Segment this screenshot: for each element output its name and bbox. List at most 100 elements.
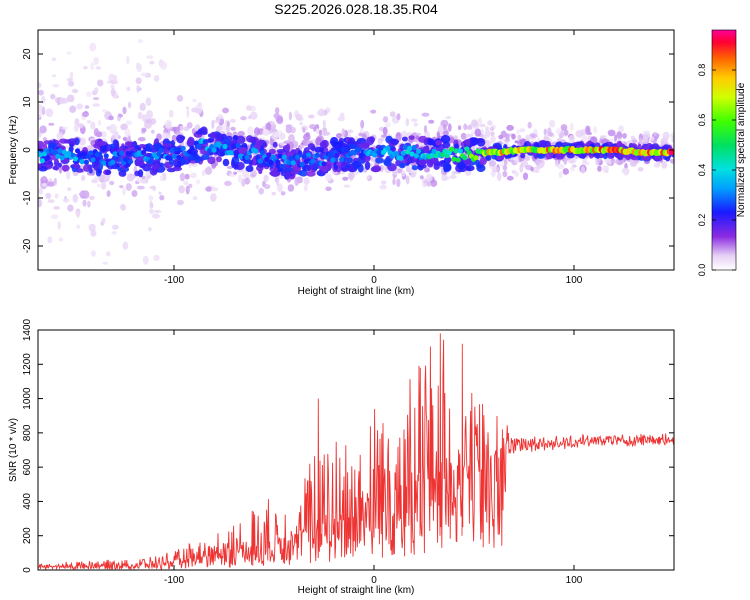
spectrogram-cell (118, 170, 127, 177)
spectrogram-cell (68, 80, 75, 87)
spectrogram-cell (56, 132, 64, 140)
spectrogram-cell (308, 114, 315, 119)
y-tick-label: 1400 (22, 318, 33, 341)
spectrogram-cell (419, 175, 424, 180)
spectrogram-cell (279, 132, 286, 140)
spectrogram-cell (330, 157, 336, 163)
spectrogram-cell (402, 144, 408, 150)
spectrogram-cell (78, 192, 87, 197)
spectrogram-cell (257, 158, 263, 164)
y-tick-label: 1000 (22, 387, 33, 410)
spectrogram-cell (630, 135, 635, 140)
spectrogram-cell (575, 130, 584, 138)
spectrogram-cell (356, 146, 362, 153)
spectrogram-cell (146, 55, 154, 59)
spectrogram-cell (58, 165, 63, 174)
spectrogram-cell (38, 163, 42, 169)
spectrogram-cell (319, 141, 327, 149)
spectrogram-cell (94, 176, 99, 182)
spectrogram-cell (671, 135, 674, 143)
spectrogram-cell (43, 140, 51, 145)
spectrogram-cell (347, 171, 355, 180)
spectrogram-cell (442, 148, 448, 154)
spectrogram-cell (222, 143, 228, 150)
spectrogram-cell (562, 168, 569, 175)
spectrogram-cell (127, 159, 133, 165)
spectrogram-cell (90, 229, 97, 237)
spectrogram-cell (211, 147, 217, 153)
spectrogram-cell (462, 155, 468, 161)
spectrogram-cell (185, 185, 190, 195)
spectrogram-cell (343, 147, 349, 153)
spectrogram-cell (585, 127, 591, 135)
spectrogram-cell (41, 95, 46, 104)
spectrogram-cell (93, 87, 99, 93)
spectrogram-cell (438, 160, 446, 167)
spectrogram-cell (67, 204, 74, 212)
x-tick-label: 100 (566, 275, 583, 286)
spectrogram-cell (570, 166, 575, 172)
spectrogram-cell (473, 155, 479, 161)
spectrogram-cell (184, 173, 190, 180)
spectrogram-cell (151, 213, 160, 219)
spectrogram-cell (153, 75, 160, 82)
spectrogram-cell (158, 191, 162, 195)
spectrogram-cell (87, 200, 91, 208)
spectrogram-cell (443, 123, 447, 131)
spectrogram-cell (168, 109, 174, 118)
spectrogram-cell (112, 224, 119, 230)
spectrogram-cell (106, 80, 111, 84)
spectrogram-cell (276, 178, 280, 187)
spectrogram-cell (98, 140, 107, 146)
spectrogram-cell (112, 74, 118, 83)
spectrogram-cell (302, 139, 311, 147)
spectrogram-cell (51, 74, 57, 78)
spectrogram-cell (396, 178, 401, 188)
spectrogram-cell (378, 137, 385, 142)
spectrogram-cell (411, 144, 417, 151)
spectrogram-cell (269, 170, 280, 176)
spectrogram-cell (89, 42, 97, 52)
colorbar-tick-label: 0.4 (697, 164, 707, 177)
spectrogram-cell (524, 155, 531, 161)
spectrogram-cell (514, 155, 520, 164)
spectrogram-cell (476, 138, 486, 147)
spectrogram-cell (141, 149, 147, 155)
spectrogram-cell (506, 124, 514, 131)
spectrogram-cell (364, 161, 371, 171)
spectrogram-cell (286, 159, 292, 165)
spectrogram-cell (140, 72, 147, 77)
spectrogram-cell (272, 141, 278, 148)
spectrogram-cell (159, 175, 164, 182)
x-tick-label: 0 (371, 275, 377, 286)
spectrogram-cell (303, 177, 310, 185)
spectrogram-cell (131, 190, 138, 197)
spectrogram-cell (110, 87, 116, 97)
spectrogram-cell (288, 155, 294, 161)
spectrogram-cell (580, 166, 586, 174)
snr-y-axis-label: SNR (10 * v/v) (8, 418, 19, 482)
spectrogram-cell (45, 108, 54, 118)
spectrogram-cell (66, 51, 72, 55)
spectrogram-cell (38, 104, 43, 112)
spectrogram-cell (241, 142, 248, 148)
spectrogram-cell (379, 164, 384, 173)
spectrogram-cell (263, 184, 271, 190)
spectrogram-cell (51, 57, 57, 62)
spectrogram-cell (288, 111, 292, 121)
spectrogram-cell (240, 116, 247, 121)
spectrogram-cell (245, 178, 251, 184)
spectrogram-cell (101, 160, 107, 166)
spectrogram-cell (50, 214, 59, 219)
spectrogram-cell (97, 79, 104, 87)
spectrogram-cell (424, 167, 430, 173)
spectrogram-cell (53, 158, 60, 167)
colorbar-tick-label: 0.0 (697, 264, 707, 277)
spectrogram-cell (109, 180, 115, 186)
spectrogram-cell (92, 103, 100, 107)
spectrogram-cell (219, 151, 226, 157)
spectrogram-cell (244, 154, 250, 160)
spectrogram-cell (570, 122, 574, 131)
spectrogram-cell (216, 117, 220, 123)
spectrogram-cell (73, 162, 80, 169)
